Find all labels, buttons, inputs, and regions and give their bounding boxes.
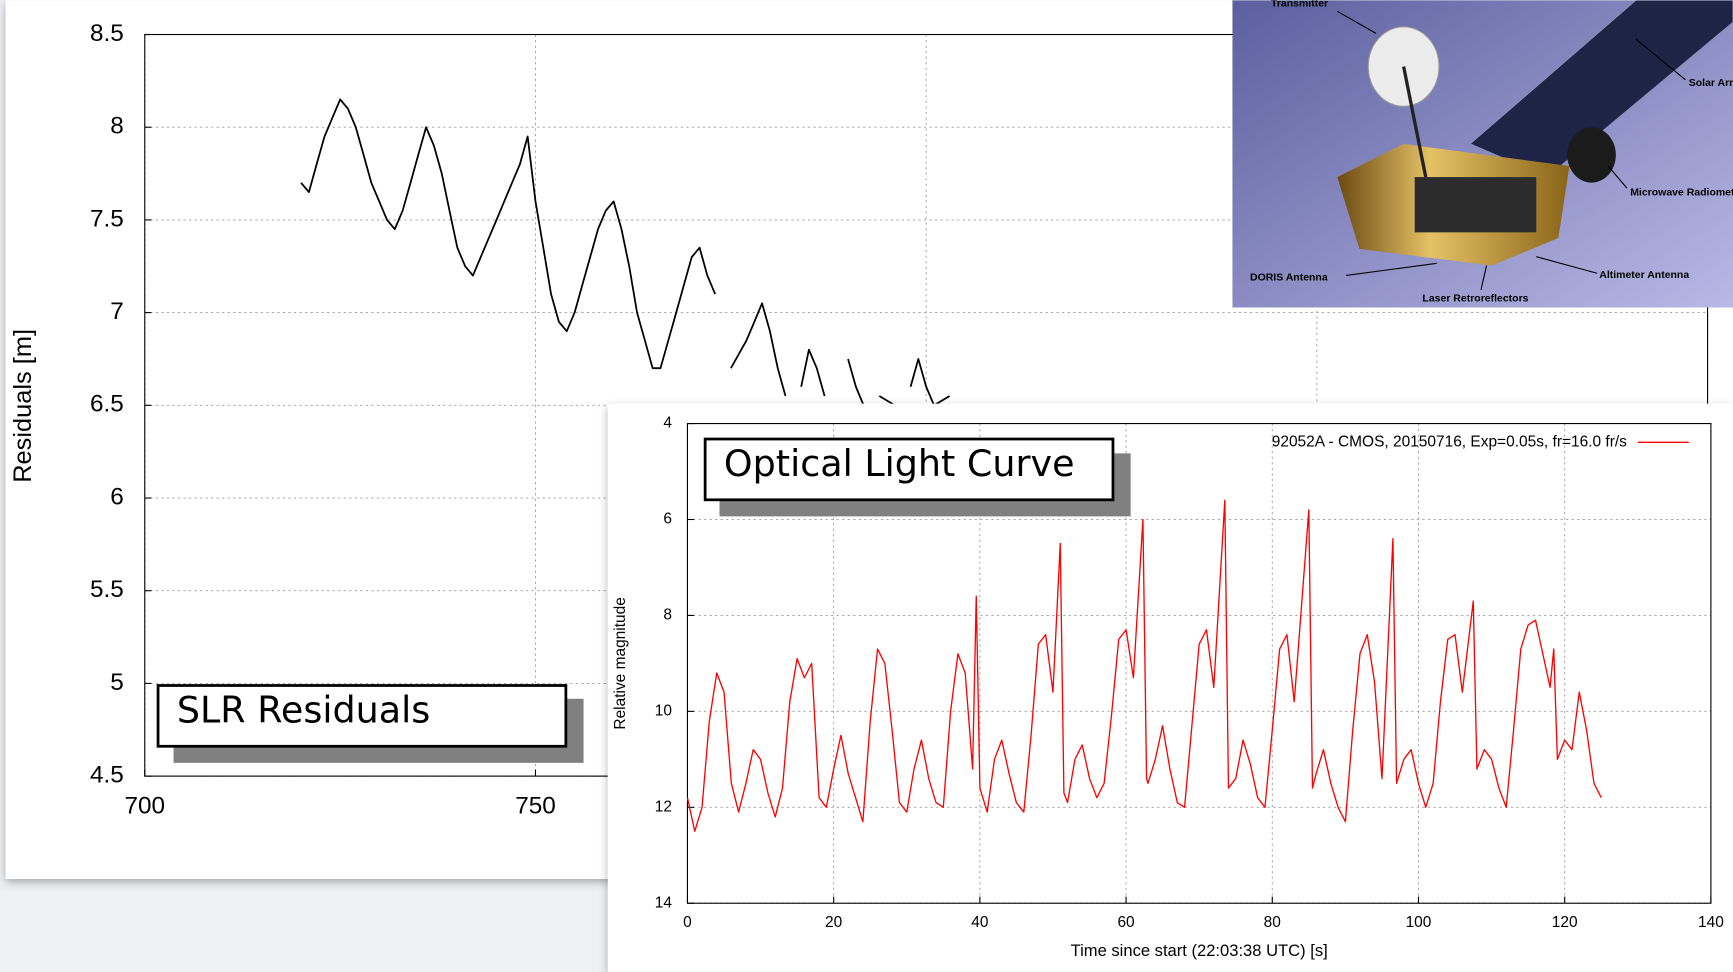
x-tick-label: 0 [683, 914, 692, 931]
image-label: Transmitter [1271, 0, 1328, 9]
image-label: DORIS Antenna [1250, 272, 1328, 283]
y-tick-label: 7 [110, 298, 124, 325]
x-tick-label: 750 [515, 792, 556, 819]
body-panel [1415, 177, 1537, 232]
y-tick-label: 8.5 [90, 20, 124, 47]
image-label: Altimeter Antenna [1599, 270, 1689, 281]
x-axis-label: Time since start (22:03:38 UTC) [s] [1071, 941, 1328, 960]
image-label: Microwave Radiometer [1630, 187, 1733, 198]
y-tick-label: 14 [655, 894, 673, 911]
y-tick-label: 8 [110, 113, 124, 140]
light-curve-annotation: Optical Light Curve [705, 439, 1131, 516]
annotation-text: SLR Residuals [177, 689, 430, 732]
y-tick-label: 5.5 [90, 576, 124, 603]
y-tick-label: 10 [655, 702, 672, 719]
x-tick-label: 60 [1117, 914, 1134, 931]
image-label: Solar Array [1689, 78, 1733, 89]
satellite-image: Transmitter Solar Array Microwave Radiom… [1232, 0, 1733, 308]
y-tick-label: 12 [655, 798, 672, 815]
image-label: Laser Retroreflectors [1422, 293, 1528, 304]
y-axis-label: Residuals [m] [9, 329, 37, 483]
legend-label: 92052A - CMOS, 20150716, Exp=0.05s, fr=1… [1272, 433, 1627, 450]
y-tick-label: 6 [110, 483, 124, 510]
y-tick-label: 8 [663, 607, 672, 624]
x-tick-label: 40 [971, 914, 988, 931]
x-tick-label: 20 [825, 914, 842, 931]
y-tick-label: 5 [110, 669, 124, 696]
x-tick-label: 100 [1406, 914, 1432, 931]
y-axis-label: Relative magnitude [612, 597, 629, 729]
y-tick-label: 6.5 [90, 391, 124, 418]
y-tick-label: 4 [663, 415, 672, 432]
screen: Residuals [m] 7007508008509004.555.566.5… [0, 0, 1733, 972]
page: {"chart_data": [ {"type": "line", "annot… [0, 0, 1733, 972]
y-tick-label: 7.5 [90, 205, 124, 232]
slr-annotation: SLR Residuals [158, 685, 584, 762]
radiometer [1567, 127, 1616, 182]
annotation-text: Optical Light Curve [724, 442, 1075, 485]
x-tick-label: 700 [125, 792, 166, 819]
x-tick-label: 140 [1698, 914, 1724, 931]
y-tick-label: 4.5 [90, 762, 124, 789]
x-tick-label: 80 [1264, 914, 1281, 931]
x-tick-label: 120 [1552, 914, 1578, 931]
y-tick-label: 6 [663, 511, 672, 528]
